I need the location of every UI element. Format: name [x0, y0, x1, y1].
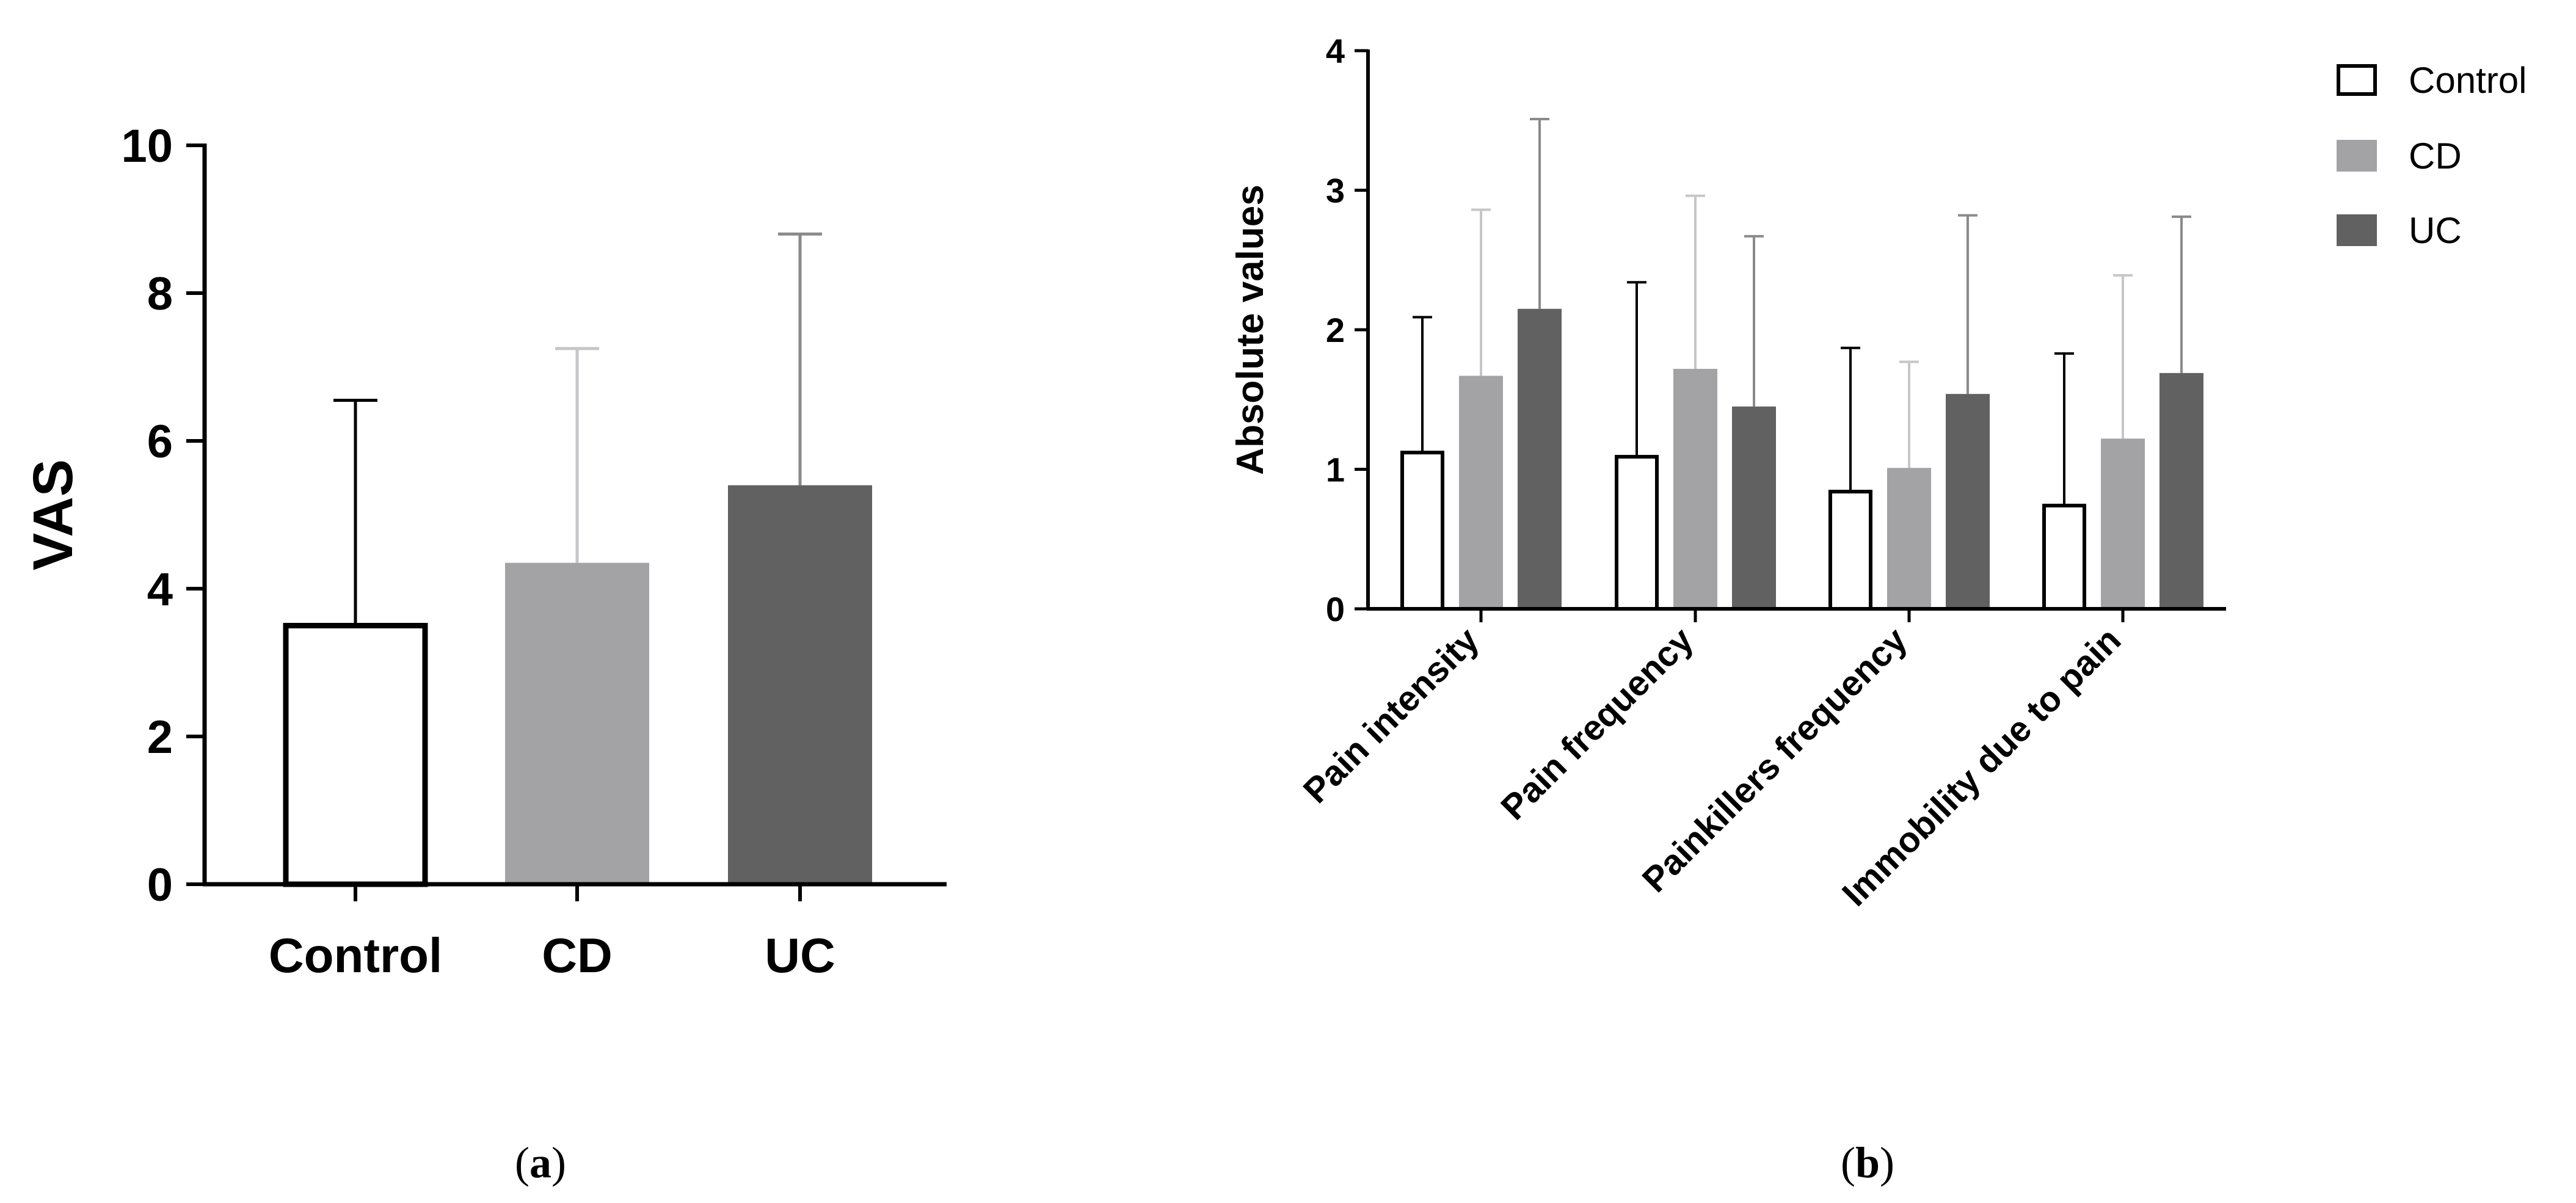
caption-a-letter: a — [529, 1138, 551, 1187]
bar-uc-immobility-due-to-pain — [2159, 373, 2203, 609]
bar-control-painkillers-frequency — [1828, 490, 1872, 611]
caption-b-letter: b — [1855, 1138, 1880, 1187]
chart-a-vas: Control CD UC 0 2 4 6 8 10 VAS — [22, 120, 947, 983]
bar-control-pain-frequency — [1615, 454, 1659, 611]
bar-uc — [728, 485, 872, 884]
bar-control — [283, 623, 428, 887]
y-tick-label-6: 6 — [147, 416, 173, 468]
legend-swatch-cd — [2337, 140, 2377, 172]
bar-cd-painkillers-frequency — [1887, 468, 1931, 609]
y-tick-label-4: 4 — [1326, 32, 1345, 70]
y-tick-label-3: 3 — [1326, 172, 1345, 210]
y-tick-label-8: 8 — [147, 268, 173, 320]
bar-control-immobility-due-to-pain — [2042, 503, 2086, 611]
bar-uc-pain-frequency — [1732, 406, 1776, 609]
x-tick-label-pain-frequency: Pain frequency — [1493, 620, 1701, 827]
legend-swatch-uc — [2337, 214, 2377, 246]
bar-control-pain-intensity — [1400, 451, 1444, 611]
y-tick-label-4: 4 — [147, 564, 173, 616]
bar-cd-pain-intensity — [1459, 376, 1503, 609]
caption-a: (a) — [515, 1138, 566, 1187]
y-axis-title: Absolute values — [1229, 184, 1272, 474]
bar-uc-painkillers-frequency — [1946, 394, 1990, 609]
x-tick-label-cd: CD — [542, 928, 613, 983]
caption-a-open: ( — [515, 1138, 529, 1187]
y-tick-label-2: 2 — [1326, 311, 1345, 349]
caption-a-close: ) — [551, 1138, 566, 1187]
bar-cd-immobility-due-to-pain — [2101, 438, 2145, 609]
legend-label-control: Control — [2409, 60, 2527, 101]
y-tick-label-10: 10 — [121, 120, 173, 172]
y-tick-label-0: 0 — [147, 859, 173, 911]
y-tick-label-1: 1 — [1326, 451, 1345, 489]
bar-cd-pain-frequency — [1673, 368, 1717, 609]
x-tick-label-pain-intensity: Pain intensity — [1296, 620, 1487, 811]
chart-b-absolute-values: Pain intensity Pain frequencyPainkillers … — [1229, 32, 2527, 914]
bar-uc-pain-intensity — [1518, 308, 1562, 609]
bar-cd — [505, 562, 649, 884]
y-tick-label-2: 2 — [147, 711, 173, 763]
x-tick-label-uc: UC — [765, 928, 835, 983]
caption-b-close: ) — [1880, 1138, 1894, 1187]
legend-label-cd: CD — [2409, 136, 2462, 176]
caption-b: (b) — [1841, 1138, 1894, 1187]
caption-b-open: ( — [1841, 1138, 1855, 1187]
legend-label-uc: UC — [2409, 210, 2462, 251]
y-tick-label-0: 0 — [1326, 590, 1345, 628]
x-tick-label-control: Control — [269, 928, 442, 983]
legend-swatch-control — [2337, 64, 2377, 96]
y-axis-title: VAS — [22, 459, 84, 570]
